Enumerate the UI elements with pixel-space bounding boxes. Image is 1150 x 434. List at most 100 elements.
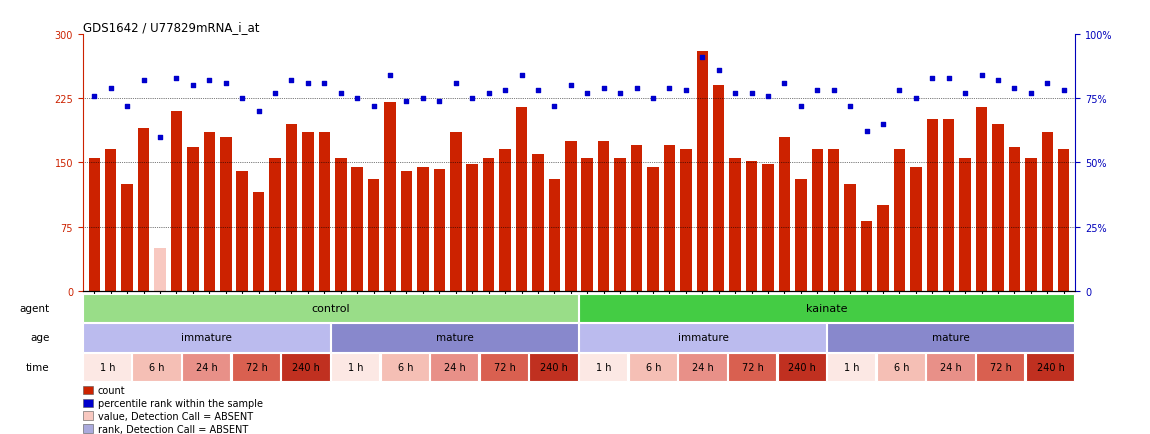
Point: [118, 103, 137, 110]
Text: 72 h: 72 h: [742, 362, 764, 372]
Text: 72 h: 72 h: [493, 362, 515, 372]
Bar: [138, 129, 150, 291]
Bar: [1025, 159, 1036, 291]
Bar: [580, 294, 1074, 322]
Bar: [549, 180, 560, 291]
Point: [282, 77, 300, 84]
Bar: [285, 125, 297, 291]
Point: [595, 85, 613, 92]
Bar: [154, 248, 166, 291]
Text: 6 h: 6 h: [645, 362, 661, 372]
Bar: [580, 323, 826, 352]
Bar: [335, 159, 346, 291]
Point: [545, 103, 564, 110]
Bar: [927, 353, 975, 381]
Bar: [1009, 148, 1020, 291]
Text: mature: mature: [933, 333, 971, 342]
Text: 24 h: 24 h: [941, 362, 963, 372]
Point: [808, 88, 827, 95]
Bar: [614, 159, 626, 291]
Bar: [828, 150, 840, 291]
Bar: [83, 398, 93, 407]
Bar: [629, 353, 677, 381]
Text: 24 h: 24 h: [196, 362, 217, 372]
Text: 72 h: 72 h: [990, 362, 1012, 372]
Bar: [170, 112, 182, 291]
Text: kainate: kainate: [806, 303, 848, 313]
Text: 24 h: 24 h: [692, 362, 714, 372]
Text: 1 h: 1 h: [844, 362, 860, 372]
Bar: [664, 146, 675, 291]
Point: [463, 95, 482, 102]
Bar: [83, 323, 330, 352]
Point: [956, 90, 974, 97]
Bar: [777, 353, 826, 381]
Bar: [132, 353, 181, 381]
Bar: [910, 167, 921, 291]
Bar: [529, 353, 577, 381]
Point: [299, 80, 317, 87]
Point: [216, 80, 235, 87]
Point: [529, 88, 547, 95]
Bar: [483, 159, 494, 291]
Point: [331, 90, 350, 97]
Point: [135, 77, 153, 84]
Point: [923, 75, 942, 82]
Bar: [1058, 150, 1070, 291]
Point: [775, 80, 793, 87]
Bar: [434, 170, 445, 291]
Bar: [384, 103, 396, 291]
Bar: [331, 323, 577, 352]
Bar: [237, 171, 248, 291]
Point: [266, 90, 284, 97]
Point: [825, 88, 843, 95]
Bar: [302, 133, 314, 291]
Point: [1005, 85, 1024, 92]
Point: [858, 129, 876, 136]
Text: rank, Detection Call = ABSENT: rank, Detection Call = ABSENT: [98, 424, 248, 434]
Point: [791, 103, 810, 110]
Point: [644, 95, 662, 102]
Bar: [253, 193, 264, 291]
Bar: [400, 171, 412, 291]
Bar: [515, 107, 527, 291]
Bar: [319, 133, 330, 291]
Bar: [680, 150, 691, 291]
Bar: [352, 167, 363, 291]
Text: time: time: [26, 362, 49, 372]
Text: 6 h: 6 h: [398, 362, 413, 372]
Text: 1 h: 1 h: [348, 362, 363, 372]
Text: 6 h: 6 h: [894, 362, 910, 372]
Point: [496, 88, 514, 95]
Bar: [83, 386, 93, 395]
Text: immature: immature: [677, 333, 728, 342]
Point: [841, 103, 859, 110]
Bar: [331, 353, 380, 381]
Text: 240 h: 240 h: [1036, 362, 1065, 372]
Bar: [976, 107, 988, 291]
Bar: [204, 133, 215, 291]
Bar: [381, 353, 429, 381]
Bar: [89, 159, 100, 291]
Bar: [220, 137, 231, 291]
Bar: [746, 161, 758, 291]
Bar: [450, 133, 461, 291]
Bar: [762, 164, 774, 291]
Bar: [861, 221, 873, 291]
Text: 240 h: 240 h: [789, 362, 816, 372]
Bar: [565, 141, 576, 291]
Bar: [844, 184, 856, 291]
Bar: [231, 353, 279, 381]
Point: [381, 72, 399, 79]
Point: [480, 90, 498, 97]
Point: [365, 103, 383, 110]
Point: [660, 85, 678, 92]
Bar: [182, 353, 230, 381]
Point: [578, 90, 597, 97]
Point: [446, 80, 465, 87]
Bar: [827, 323, 1074, 352]
Point: [414, 95, 432, 102]
Bar: [83, 294, 577, 322]
Bar: [876, 353, 925, 381]
Text: percentile rank within the sample: percentile rank within the sample: [98, 398, 263, 408]
